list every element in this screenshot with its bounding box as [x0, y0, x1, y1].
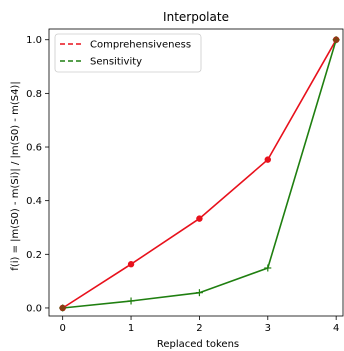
y-tick-label: 0.0	[26, 303, 42, 314]
series-markers	[59, 36, 340, 312]
x-tick-label: 3	[265, 323, 271, 334]
x-tick-label: 0	[59, 323, 65, 334]
data-point-sensitivity	[195, 289, 203, 297]
legend: Comprehensiveness Sensitivity	[54, 33, 202, 73]
legend-label-sensitivity: Sensitivity	[90, 57, 142, 68]
y-tick-label: 0.4	[26, 196, 42, 207]
chart-title: Interpolate	[163, 10, 229, 24]
y-tick-label: 0.2	[26, 250, 42, 261]
y-tick-label: 1.0	[26, 35, 42, 46]
data-point-overlap	[332, 36, 340, 43]
x-tick-label: 2	[196, 323, 202, 334]
x-tick-label: 4	[333, 323, 339, 334]
data-point-sensitivity	[127, 297, 135, 305]
x-axis-label: Replaced tokens	[157, 339, 239, 350]
data-point-comprehensiveness	[264, 156, 271, 163]
y-axis-label: f(i) = |m(S0) - m(Si)| / |m(S0) - m(S4)|	[10, 81, 21, 270]
y-tick-label: 0.8	[26, 89, 42, 100]
x-tick-label: 1	[128, 323, 134, 334]
plot-area	[48, 28, 344, 317]
legend-label-comprehensiveness: Comprehensiveness	[90, 40, 191, 51]
data-point-comprehensiveness	[127, 261, 135, 268]
y-axis: 0.0 0.2 0.4 0.6 0.8 1.0	[26, 35, 49, 314]
legend-box	[54, 33, 202, 73]
data-point-comprehensiveness	[196, 215, 203, 222]
data-point-sensitivity	[264, 264, 272, 272]
x-axis: 0 1 2 3 4	[59, 316, 339, 334]
y-tick-label: 0.6	[26, 143, 42, 154]
data-point-overlap	[59, 304, 66, 312]
